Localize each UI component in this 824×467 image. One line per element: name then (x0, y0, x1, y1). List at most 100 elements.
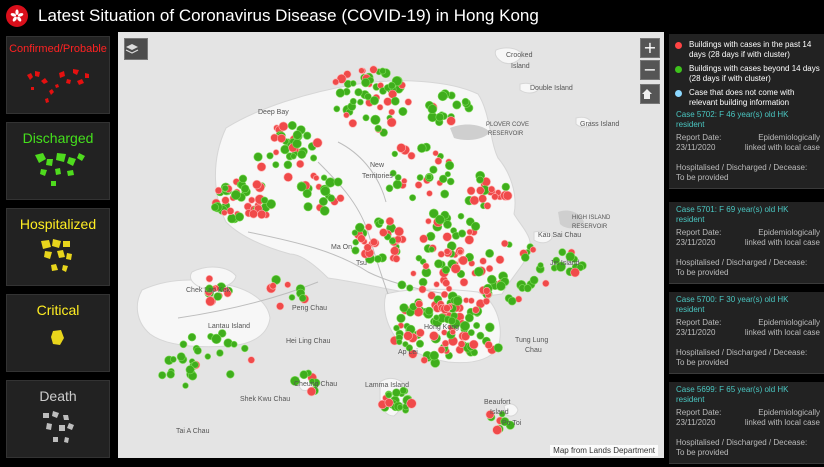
case-marker[interactable] (319, 205, 330, 216)
case-marker[interactable] (429, 331, 439, 341)
case-marker[interactable] (158, 371, 167, 380)
case-marker[interactable] (223, 289, 232, 298)
case-marker[interactable] (464, 235, 475, 245)
case-marker[interactable] (176, 352, 186, 362)
case-card[interactable]: Case 5702: F 46 year(s) old HK resident … (669, 107, 824, 189)
case-marker[interactable] (284, 281, 292, 289)
case-marker[interactable] (387, 81, 396, 90)
case-marker[interactable] (427, 291, 436, 300)
case-marker[interactable] (296, 159, 305, 169)
case-marker[interactable] (418, 277, 428, 287)
case-marker[interactable] (193, 346, 202, 355)
case-marker[interactable] (435, 112, 445, 122)
case-marker[interactable] (485, 264, 494, 273)
case-marker[interactable] (205, 296, 216, 307)
case-marker[interactable] (385, 216, 395, 226)
case-marker[interactable] (355, 222, 365, 233)
zoom-out-button[interactable]: − (640, 60, 660, 80)
case-marker[interactable] (266, 199, 276, 209)
case-marker[interactable] (234, 212, 245, 222)
case-marker[interactable] (214, 186, 223, 195)
case-marker[interactable] (205, 284, 214, 293)
case-marker[interactable] (468, 297, 475, 305)
case-marker[interactable] (396, 313, 406, 323)
case-marker[interactable] (257, 209, 267, 219)
case-marker[interactable] (398, 107, 408, 117)
case-marker[interactable] (552, 256, 560, 265)
case-marker[interactable] (439, 174, 448, 184)
case-marker[interactable] (434, 214, 445, 225)
case-marker[interactable] (374, 124, 382, 132)
case-marker[interactable] (241, 344, 249, 353)
case-marker[interactable] (247, 356, 256, 364)
case-card[interactable]: Case 5701: F 69 year(s) old HK resident … (669, 202, 824, 284)
case-marker[interactable] (558, 248, 567, 257)
case-marker[interactable] (424, 306, 434, 316)
case-marker[interactable] (446, 116, 456, 126)
case-marker[interactable] (452, 295, 463, 306)
case-marker[interactable] (357, 98, 364, 106)
case-marker[interactable] (369, 238, 378, 247)
case-marker[interactable] (437, 250, 445, 258)
case-marker[interactable] (515, 295, 523, 303)
case-marker[interactable] (469, 195, 480, 206)
case-marker[interactable] (565, 251, 576, 262)
case-marker[interactable] (500, 417, 510, 427)
case-marker[interactable] (392, 388, 401, 398)
case-marker[interactable] (394, 226, 404, 237)
case-marker[interactable] (472, 306, 480, 314)
case-marker[interactable] (349, 80, 357, 87)
case-marker[interactable] (348, 119, 358, 128)
case-marker[interactable] (570, 267, 580, 278)
case-marker[interactable] (484, 340, 493, 350)
case-marker[interactable] (403, 331, 413, 341)
case-marker[interactable] (406, 284, 414, 292)
case-marker[interactable] (432, 150, 439, 157)
case-marker[interactable] (434, 259, 444, 269)
case-marker[interactable] (278, 121, 289, 132)
case-card[interactable]: Case 5699: F 65 year(s) old HK resident … (669, 382, 824, 464)
case-marker[interactable] (327, 194, 336, 202)
case-marker[interactable] (187, 333, 197, 342)
case-marker[interactable] (404, 98, 412, 106)
case-marker[interactable] (493, 343, 503, 353)
case-marker[interactable] (283, 172, 293, 182)
case-marker[interactable] (269, 282, 277, 290)
case-marker[interactable] (457, 212, 465, 220)
case-marker[interactable] (205, 275, 214, 283)
case-card[interactable]: Case 5700: F 30 year(s) old HK resident … (669, 292, 824, 374)
case-marker[interactable] (450, 263, 461, 274)
case-marker[interactable] (298, 294, 307, 302)
case-marker[interactable] (292, 130, 303, 140)
case-marker[interactable] (458, 229, 467, 238)
case-marker[interactable] (388, 108, 396, 116)
case-marker[interactable] (418, 285, 427, 294)
case-marker[interactable] (290, 153, 297, 160)
case-marker[interactable] (407, 151, 416, 160)
case-marker[interactable] (396, 404, 404, 411)
case-marker[interactable] (429, 350, 440, 361)
case-marker[interactable] (471, 221, 481, 231)
case-marker[interactable] (449, 329, 456, 336)
case-marker[interactable] (276, 302, 285, 311)
case-marker[interactable] (309, 378, 316, 385)
case-marker[interactable] (169, 355, 177, 363)
home-button[interactable] (640, 84, 660, 104)
case-marker[interactable] (361, 77, 371, 88)
case-marker[interactable] (351, 246, 360, 255)
case-marker[interactable] (217, 329, 227, 338)
case-marker[interactable] (428, 208, 439, 219)
case-marker[interactable] (320, 174, 328, 181)
case-marker[interactable] (452, 100, 462, 110)
case-marker[interactable] (529, 275, 539, 285)
case-marker[interactable] (485, 248, 494, 258)
case-marker[interactable] (221, 196, 230, 205)
case-marker[interactable] (486, 274, 497, 285)
case-marker[interactable] (529, 246, 537, 253)
case-marker[interactable] (377, 218, 385, 225)
case-marker[interactable] (440, 290, 449, 299)
case-marker[interactable] (374, 255, 382, 263)
case-marker[interactable] (226, 370, 235, 379)
stat-card-critical[interactable]: Critical (6, 294, 110, 372)
case-marker[interactable] (393, 324, 400, 332)
